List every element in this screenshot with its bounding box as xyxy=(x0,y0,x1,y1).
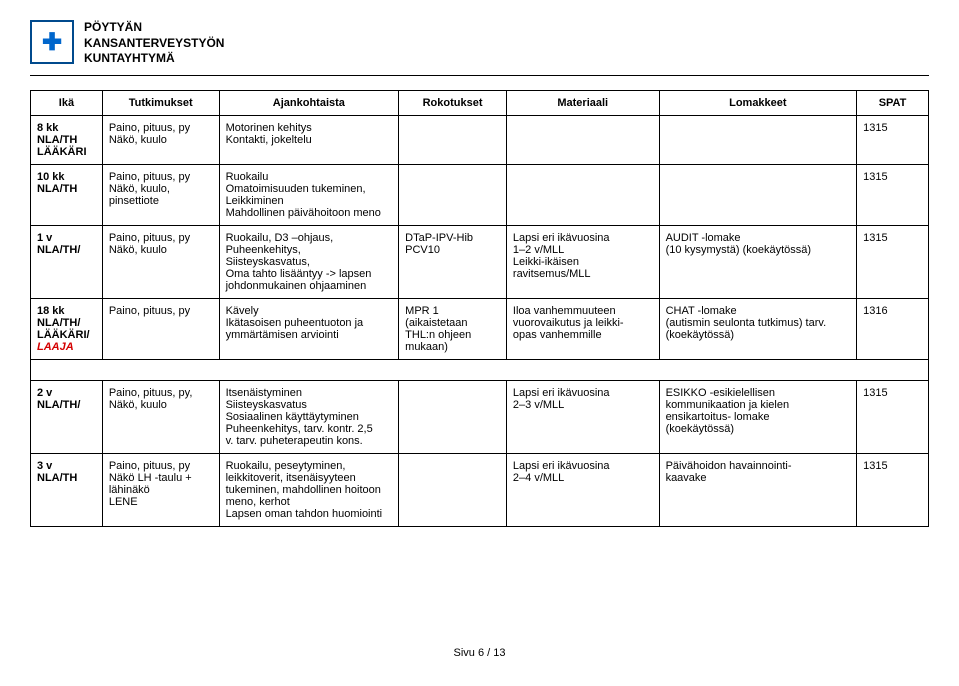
age-sub: NLA/TH xyxy=(37,183,96,195)
cell-roko xyxy=(399,453,507,526)
page-header: ✚ PÖYTYÄN KANSANTERVEYSTYÖN KUNTAYHTYMÄ xyxy=(30,20,929,67)
cell-ajan: Itsenäistyminen Siisteyskasvatus Sosiaal… xyxy=(219,380,399,453)
age-sub: NLA/TH LÄÄKÄRI xyxy=(37,134,96,158)
table-row: 8 kkNLA/TH LÄÄKÄRIPaino, pituus, py Näkö… xyxy=(31,115,929,164)
page-footer: Sivu 6 / 13 xyxy=(30,647,929,659)
org-line3: KUNTAYHTYMÄ xyxy=(84,51,224,67)
header-spat: SPAT xyxy=(857,90,929,115)
org-line2: KANSANTERVEYSTYÖN xyxy=(84,36,224,52)
header-mat: Materiaali xyxy=(506,90,659,115)
cell-lom: AUDIT -lomake (10 kysymystä) (koekäytöss… xyxy=(659,225,857,298)
cell-spat: 1315 xyxy=(857,225,929,298)
cell-spat: 1316 xyxy=(857,298,929,359)
table-row: 2 vNLA/TH/Paino, pituus, py, Näkö, kuulo… xyxy=(31,380,929,453)
cell-mat xyxy=(506,115,659,164)
header-tutk: Tutkimukset xyxy=(102,90,219,115)
cell-roko xyxy=(399,164,507,225)
cell-roko xyxy=(399,380,507,453)
cell-spat: 1315 xyxy=(857,380,929,453)
cell-roko xyxy=(399,115,507,164)
table-row: 1 vNLA/TH/Paino, pituus, py Näkö, kuuloR… xyxy=(31,225,929,298)
org-logo: ✚ xyxy=(30,20,74,64)
cell-spat: 1315 xyxy=(857,164,929,225)
age-main: 1 v xyxy=(37,232,96,244)
header-ika: Ikä xyxy=(31,90,103,115)
cell-lom xyxy=(659,164,857,225)
cell-ajan: Motorinen kehitys Kontakti, jokeltelu xyxy=(219,115,399,164)
cell-mat xyxy=(506,164,659,225)
age-laaja: LAAJA xyxy=(37,341,96,353)
cell-age: 1 vNLA/TH/ xyxy=(31,225,103,298)
cell-tutk: Paino, pituus, py Näkö, kuulo, pinsettio… xyxy=(102,164,219,225)
header-divider xyxy=(30,75,929,76)
cell-age: 10 kkNLA/TH xyxy=(31,164,103,225)
table-row: 10 kkNLA/THPaino, pituus, py Näkö, kuulo… xyxy=(31,164,929,225)
cell-ajan: Ruokailu, peseytyminen, leikkitoverit, i… xyxy=(219,453,399,526)
cell-mat: Lapsi eri ikävuosina 2–3 v/MLL xyxy=(506,380,659,453)
cell-roko: MPR 1 (aikaistetaan THL:n ohjeen mukaan) xyxy=(399,298,507,359)
cell-lom xyxy=(659,115,857,164)
age-sub: NLA/TH/ LÄÄKÄRI/ xyxy=(37,317,96,341)
org-line1: PÖYTYÄN xyxy=(84,20,224,36)
cell-lom: Päivähoidon havainnointi- kaavake xyxy=(659,453,857,526)
schedule-table: Ikä Tutkimukset Ajankohtaista Rokotukset… xyxy=(30,90,929,527)
age-main: 8 kk xyxy=(37,122,96,134)
age-sub: NLA/TH xyxy=(37,472,96,484)
cell-lom: ESIKKO -esikielellisen kommunikaation ja… xyxy=(659,380,857,453)
table-row: 18 kkNLA/TH/ LÄÄKÄRI/LAAJAPaino, pituus,… xyxy=(31,298,929,359)
cell-age: 3 vNLA/TH xyxy=(31,453,103,526)
cell-spat: 1315 xyxy=(857,453,929,526)
header-ajan: Ajankohtaista xyxy=(219,90,399,115)
age-main: 10 kk xyxy=(37,171,96,183)
cell-tutk: Paino, pituus, py, Näkö, kuulo xyxy=(102,380,219,453)
cell-tutk: Paino, pituus, py Näkö, kuulo xyxy=(102,115,219,164)
age-main: 18 kk xyxy=(37,305,96,317)
header-roko: Rokotukset xyxy=(399,90,507,115)
cell-ajan: Ruokailu Omatoimisuuden tukeminen, Leikk… xyxy=(219,164,399,225)
cell-tutk: Paino, pituus, py Näkö, kuulo xyxy=(102,225,219,298)
cell-age: 8 kkNLA/TH LÄÄKÄRI xyxy=(31,115,103,164)
age-sub: NLA/TH/ xyxy=(37,399,96,411)
org-name: PÖYTYÄN KANSANTERVEYSTYÖN KUNTAYHTYMÄ xyxy=(84,20,224,67)
cell-ajan: Kävely Ikätasoisen puheentuoton ja ymmär… xyxy=(219,298,399,359)
cell-tutk: Paino, pituus, py xyxy=(102,298,219,359)
cell-age: 18 kkNLA/TH/ LÄÄKÄRI/LAAJA xyxy=(31,298,103,359)
table-row: 3 vNLA/THPaino, pituus, py Näkö LH -taul… xyxy=(31,453,929,526)
age-main: 2 v xyxy=(37,387,96,399)
table-spacer-row xyxy=(31,359,929,380)
cell-mat: Lapsi eri ikävuosina 1–2 v/MLL Leikki-ik… xyxy=(506,225,659,298)
cell-ajan: Ruokailu, D3 –ohjaus, Puheenkehitys, Sii… xyxy=(219,225,399,298)
age-sub: NLA/TH/ xyxy=(37,244,96,256)
cell-age: 2 vNLA/TH/ xyxy=(31,380,103,453)
age-main: 3 v xyxy=(37,460,96,472)
table-header-row: Ikä Tutkimukset Ajankohtaista Rokotukset… xyxy=(31,90,929,115)
cell-spat: 1315 xyxy=(857,115,929,164)
cell-roko: DTaP-IPV-Hib PCV10 xyxy=(399,225,507,298)
cell-mat: Lapsi eri ikävuosina 2–4 v/MLL xyxy=(506,453,659,526)
logo-glyph: ✚ xyxy=(42,28,62,57)
cell-tutk: Paino, pituus, py Näkö LH -taulu + lähin… xyxy=(102,453,219,526)
cell-mat: Iloa vanhemmuuteen vuorovaikutus ja leik… xyxy=(506,298,659,359)
header-lom: Lomakkeet xyxy=(659,90,857,115)
cell-lom: CHAT -lomake (autismin seulonta tutkimus… xyxy=(659,298,857,359)
